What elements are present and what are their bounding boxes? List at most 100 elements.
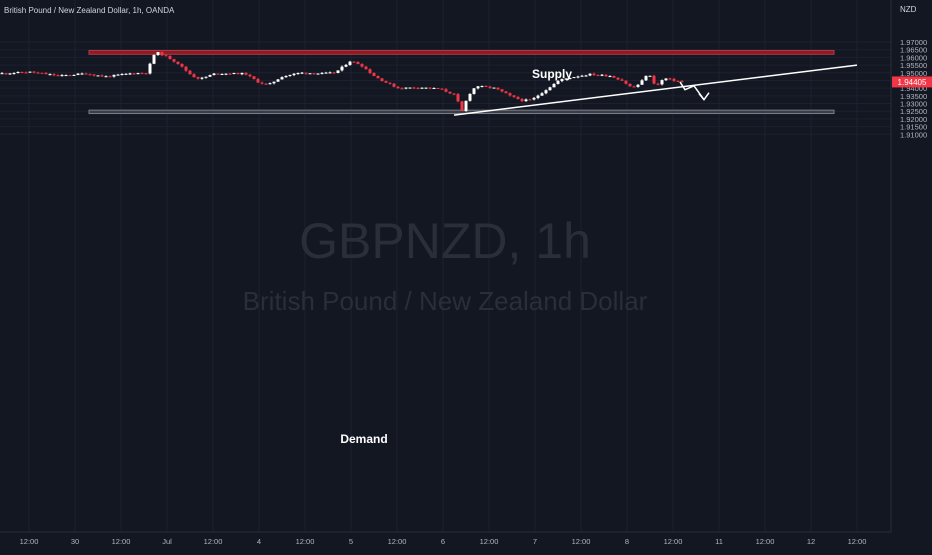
price-tick-label: 1.97000 [900, 38, 927, 47]
candle-body [100, 75, 104, 77]
candle-body [548, 87, 552, 91]
candle-body [580, 75, 584, 77]
candle-body [540, 93, 544, 96]
candle-body [96, 75, 100, 77]
price-tick-label: 1.91000 [900, 130, 927, 139]
candle-body [576, 76, 580, 78]
candle-body [132, 73, 136, 75]
candle-body [428, 87, 432, 89]
candle-body [244, 72, 248, 75]
candle-body [228, 73, 232, 75]
candle-body [436, 88, 440, 90]
candle-body [632, 86, 636, 88]
candle-body [376, 76, 380, 79]
candle-body [136, 73, 140, 75]
candle-body [192, 74, 196, 78]
demand-label: Demand [340, 432, 387, 446]
time-axis[interactable]: 12:00 30 12:00 Jul 12:00 4 12:00 5 12:00 6 12:00 7 1… [20, 537, 867, 546]
candle-body [532, 97, 536, 100]
projection-path[interactable] [679, 81, 705, 101]
candle-body [252, 76, 256, 80]
candle-body [276, 79, 280, 82]
candle-body [544, 90, 548, 94]
candle-body [588, 73, 592, 76]
price-tick-label: 1.94000 [900, 84, 927, 93]
candle-body [108, 76, 112, 78]
time-tick-label: 30 [71, 537, 79, 546]
candle-body [552, 83, 556, 88]
time-tick-label: 12:00 [388, 537, 407, 546]
candle-body [184, 66, 188, 71]
time-tick-label: 12:00 [20, 537, 39, 546]
candle-body [636, 84, 640, 87]
price-tick-label: 1.91500 [900, 123, 927, 132]
candle-body [224, 73, 228, 75]
candle-body [288, 74, 292, 76]
candle-body [44, 73, 48, 75]
price-tick-label: 1.96000 [900, 53, 927, 62]
candle-body [20, 71, 24, 73]
candle-body [400, 88, 404, 90]
candle-body [652, 75, 656, 84]
candle-body [188, 70, 192, 75]
candle-body [200, 77, 204, 79]
candle-body [516, 96, 520, 99]
candle-body [440, 88, 444, 90]
candle-body [596, 75, 600, 77]
time-tick-label: 12:00 [572, 537, 591, 546]
candle-body [336, 70, 340, 74]
chart-title: British Pound / New Zealand Dollar, 1h, … [4, 6, 175, 15]
candle-body [216, 73, 220, 75]
candle-body [592, 73, 596, 76]
candle-body [208, 75, 212, 77]
candle-body [256, 79, 260, 83]
price-tick-label: 1.96500 [900, 46, 927, 55]
candle-body [4, 73, 8, 75]
candle-body [68, 75, 72, 77]
candle-body [320, 72, 324, 74]
trendline[interactable] [453, 64, 858, 116]
candle-body [408, 87, 412, 89]
candle-body [464, 100, 468, 111]
candle-body [16, 71, 20, 74]
candle-body [612, 76, 616, 78]
price-axis[interactable]: 1.970001.965001.960001.955001.950001.945… [900, 38, 927, 139]
time-tick-label: 4 [257, 537, 261, 546]
candle-body [248, 74, 252, 77]
candle-body [48, 74, 52, 76]
candle-body [60, 75, 64, 77]
candle-body [196, 77, 200, 79]
candle-body [204, 76, 208, 78]
grid [0, 0, 891, 532]
candle-body [388, 82, 392, 84]
candle-body [656, 83, 660, 85]
candle-body [412, 87, 416, 89]
projection-arrowhead [698, 92, 710, 101]
currency-label: NZD [900, 5, 917, 14]
candle-body [292, 73, 296, 75]
candle-body [364, 66, 368, 70]
candle-body [560, 78, 564, 82]
time-tick-label: 12:00 [296, 537, 315, 546]
time-tick-label: Jul [162, 537, 172, 546]
candle-body [32, 71, 36, 73]
candle-body [448, 91, 452, 94]
candle-body [272, 81, 276, 84]
candle-body [24, 72, 28, 74]
candle-body [308, 73, 312, 75]
candle-body [380, 78, 384, 82]
time-tick-label: 12:00 [848, 537, 867, 546]
candle-body [512, 95, 516, 97]
candle-body [280, 77, 284, 80]
candle-body [416, 87, 420, 89]
candle-body [304, 72, 308, 74]
supply-zone[interactable] [88, 49, 835, 55]
candle-body [492, 87, 496, 89]
current-price-tag [892, 76, 932, 88]
candle-body [600, 74, 604, 76]
candle-body [180, 63, 184, 67]
candle-body [324, 72, 328, 74]
candle-body [156, 52, 160, 55]
